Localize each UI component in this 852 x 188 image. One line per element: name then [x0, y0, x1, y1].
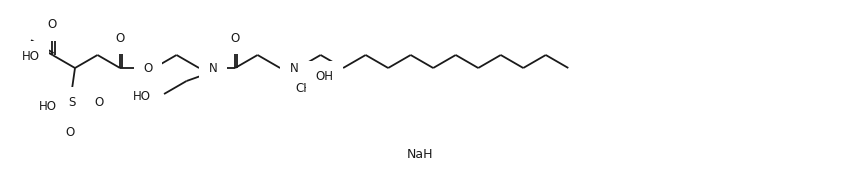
- Text: CH₃: CH₃: [295, 83, 316, 96]
- Text: S: S: [68, 96, 76, 109]
- Text: O: O: [230, 32, 239, 45]
- Text: NaH: NaH: [406, 149, 433, 161]
- Text: O: O: [66, 126, 74, 139]
- Text: HO: HO: [133, 89, 151, 102]
- Text: N: N: [290, 61, 298, 74]
- Text: HO: HO: [39, 101, 57, 114]
- Text: OH: OH: [315, 70, 333, 83]
- Text: O: O: [143, 61, 153, 74]
- Text: HO: HO: [21, 51, 39, 64]
- Text: O: O: [115, 32, 124, 45]
- Text: O: O: [48, 18, 57, 32]
- Text: O: O: [95, 96, 103, 109]
- Text: N: N: [209, 61, 217, 74]
